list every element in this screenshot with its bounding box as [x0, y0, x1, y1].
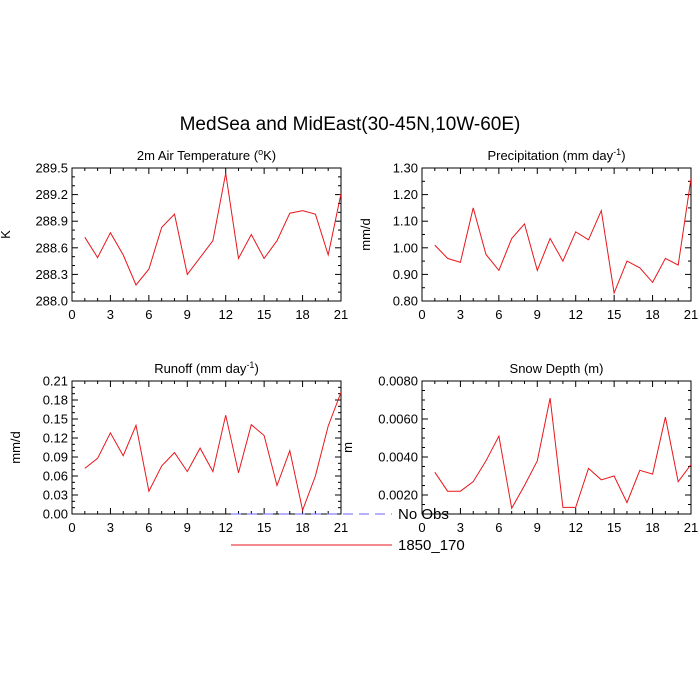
- plot-frame: [421, 167, 692, 302]
- y-tick-label: 0.0080: [378, 374, 418, 389]
- panel-title: Snow Depth (m): [510, 361, 604, 376]
- legend: No Obs 1850_170: [231, 506, 465, 554]
- series-line: [434, 397, 691, 510]
- panel-1: 2m Air Temperature (oK) K 0 3 6 9 12 15 18 21 288.…: [0, 147, 348, 322]
- panels: 2m Air Temperature (oK) K 0 3 6 9 12 15 18 21 288.…: [0, 147, 698, 535]
- x-tick-label: 15: [607, 520, 621, 535]
- x-tick-label: 3: [457, 307, 464, 322]
- x-tick-label: 18: [645, 307, 659, 322]
- x-tick-label: 12: [568, 307, 582, 322]
- x-tick-label: 12: [218, 520, 232, 535]
- x-tick-label: 18: [295, 520, 309, 535]
- y-tick-label: 0.03: [43, 488, 68, 503]
- x-tick-label: 6: [145, 307, 152, 322]
- x-tick-label: 21: [684, 520, 698, 535]
- x-tick-label: 0: [68, 520, 75, 535]
- x-tick-label: 6: [495, 307, 502, 322]
- x-tick-label: 18: [295, 307, 309, 322]
- x-tick-label: 0: [68, 307, 75, 322]
- y-tick-label: 0.0040: [378, 450, 418, 465]
- legend-label: No Obs: [398, 506, 449, 523]
- legend-label: 1850_170: [398, 537, 465, 554]
- panel-title: Precipitation (mm day-1): [487, 147, 625, 163]
- y-tick-label: 288.6: [35, 240, 68, 255]
- x-tick-label: 18: [645, 520, 659, 535]
- plot-frame: [71, 380, 342, 515]
- figure-title: MedSea and MidEast(30-45N,10W-60E): [180, 114, 521, 135]
- y-tick-label: 288.3: [35, 267, 68, 282]
- plot-frame: [421, 380, 692, 515]
- y-tick-label: 0.09: [43, 450, 68, 465]
- x-tick-label: 21: [334, 520, 348, 535]
- x-tick-label: 21: [334, 307, 348, 322]
- x-tick-label: 9: [184, 520, 191, 535]
- y-tick-label: 0.0020: [378, 488, 418, 503]
- y-tick-label: 288.9: [35, 214, 68, 229]
- x-tick-label: 6: [145, 520, 152, 535]
- y-axis-label: mm/d: [8, 431, 23, 464]
- panel-title: Runoff (mm day-1): [154, 360, 259, 376]
- x-tick-label: 9: [534, 307, 541, 322]
- panel-3: Runoff (mm day-1) mm/d 0 3 6 9 12 15 18 21 0.00 0.0…: [8, 360, 348, 535]
- y-tick-label: 0.12: [43, 431, 68, 446]
- y-tick-label: 0.90: [393, 267, 418, 282]
- x-tick-label: 12: [218, 307, 232, 322]
- panel-2: Precipitation (mm day-1) mm/d 0 3 6 9 12 15 18 21…: [358, 147, 698, 322]
- y-tick-label: 1.20: [393, 187, 418, 202]
- x-tick-label: 3: [107, 520, 114, 535]
- x-tick-label: 9: [184, 307, 191, 322]
- title-end: K): [263, 148, 276, 163]
- y-tick-label: 0.0060: [378, 412, 418, 427]
- panel-title: 2m Air Temperature (oK): [137, 147, 276, 163]
- y-tick-label: 289.2: [35, 187, 68, 202]
- y-axis-label: K: [0, 230, 13, 239]
- x-tick-label: 3: [107, 307, 114, 322]
- title-end: ): [254, 361, 258, 376]
- title-superscript: o: [258, 147, 263, 157]
- x-tick-label: 0: [418, 307, 425, 322]
- y-axis-label: mm/d: [358, 218, 373, 251]
- title-superscript: -1: [613, 147, 621, 157]
- y-tick-label: 0.00: [43, 507, 68, 522]
- x-tick-label: 21: [684, 307, 698, 322]
- y-tick-label: 288.0: [35, 294, 68, 309]
- y-tick-label: 289.5: [35, 161, 68, 176]
- series-line: [84, 173, 341, 286]
- y-tick-label: 0.21: [43, 374, 68, 389]
- x-tick-label: 15: [607, 307, 621, 322]
- x-tick-label: 15: [257, 307, 271, 322]
- x-tick-label: 0: [418, 520, 425, 535]
- y-tick-label: 0.80: [393, 294, 418, 309]
- panel-4: Snow Depth (m) m 0 3 6 9 12 15 18 21 0.0020 0.0040 0…: [340, 361, 698, 535]
- series-line: [434, 178, 691, 295]
- x-tick-label: 12: [568, 520, 582, 535]
- series-line: [84, 392, 341, 512]
- y-tick-label: 1.00: [393, 240, 418, 255]
- y-tick-label: 0.18: [43, 393, 68, 408]
- title-superscript: -1: [246, 360, 254, 370]
- title-end: ): [621, 148, 625, 163]
- y-tick-label: 0.06: [43, 469, 68, 484]
- y-tick-label: 1.10: [393, 214, 418, 229]
- x-tick-label: 15: [257, 520, 271, 535]
- x-tick-label: 3: [457, 520, 464, 535]
- x-tick-label: 6: [495, 520, 502, 535]
- y-axis-label: m: [340, 442, 355, 453]
- y-tick-label: 0.15: [43, 412, 68, 427]
- y-tick-label: 1.30: [393, 161, 418, 176]
- plot-frame: [71, 167, 342, 302]
- x-tick-label: 9: [534, 520, 541, 535]
